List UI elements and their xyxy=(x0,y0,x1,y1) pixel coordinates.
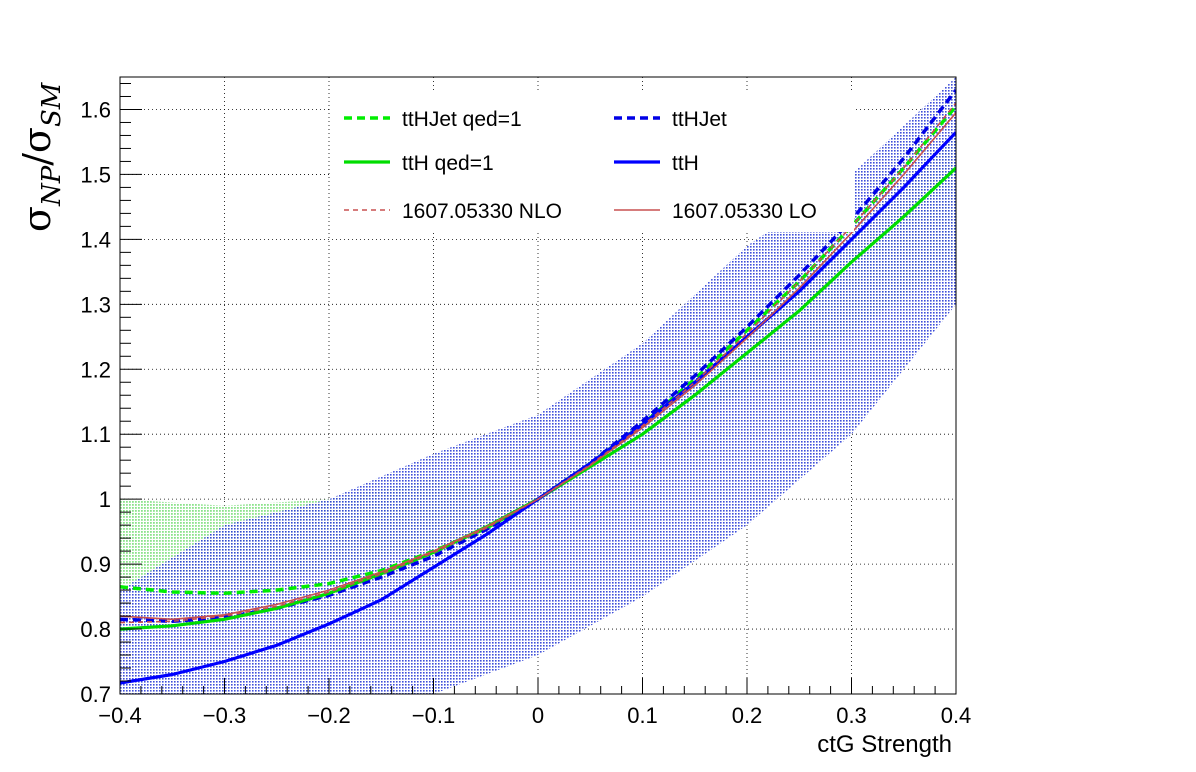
legend-label-3: ttH xyxy=(672,152,699,175)
y-axis-symbol-num: σ xyxy=(15,206,59,232)
x-axis-title: ctG Strength xyxy=(817,731,952,758)
x-tick-label-2: −0.2 xyxy=(307,703,350,728)
legend-label-4: 1607.05330 NLO xyxy=(402,200,562,223)
y-axis-sub-num: NP xyxy=(37,165,67,207)
uncertainty-bands xyxy=(120,77,956,694)
y-tick-labels: 0.7 0.8 0.9 1 1.1 1.2 1.3 1.4 1.5 1.6 xyxy=(80,97,111,707)
y-tick-label-2: 0.9 xyxy=(80,552,111,577)
x-tick-label-5: 0.1 xyxy=(627,703,658,728)
uncertainty-band-1 xyxy=(120,77,956,694)
y-axis-title: σNP/σSM xyxy=(15,81,67,232)
legend-label-5: 1607.05330 LO xyxy=(672,200,817,223)
y-tick-label-6: 1.3 xyxy=(80,292,111,317)
legend-label-1: ttHJet xyxy=(672,108,727,131)
legend-label-2: ttH qed=1 xyxy=(402,152,494,175)
x-tick-label-8: 0.4 xyxy=(941,703,972,728)
x-tick-label-4: 0 xyxy=(532,703,544,728)
y-axis-slash: / xyxy=(15,153,59,166)
axis-ticks xyxy=(119,82,957,695)
x-tick-label-7: 0.3 xyxy=(836,703,867,728)
y-tick-label-9: 1.6 xyxy=(80,97,111,122)
x-tick-label-1: −0.3 xyxy=(203,703,246,728)
y-tick-label-3: 1 xyxy=(99,487,111,512)
x-tick-label-6: 0.2 xyxy=(732,703,763,728)
y-tick-label-0: 0.7 xyxy=(80,682,111,707)
y-axis-symbol-den: σ xyxy=(15,127,59,153)
y-axis-sub-den: SM xyxy=(37,81,67,127)
x-tick-label-0: −0.4 xyxy=(98,703,141,728)
y-tick-label-1: 0.8 xyxy=(80,617,111,642)
y-tick-label-7: 1.4 xyxy=(80,227,111,252)
y-tick-label-4: 1.1 xyxy=(80,422,111,447)
x-tick-label-3: −0.1 xyxy=(412,703,455,728)
y-tick-label-5: 1.2 xyxy=(80,357,111,382)
legend: ttHJet qed=1 ttHJet ttH qed=1 ttH 1607.05330… xyxy=(330,92,854,232)
legend-box xyxy=(330,92,854,232)
series-lines xyxy=(120,88,956,685)
legend-label-0: ttHJet qed=1 xyxy=(402,108,522,131)
x-tick-labels: −0.4 −0.3 −0.2 −0.1 0 0.1 0.2 0.3 0.4 xyxy=(98,703,971,728)
series-line-5 xyxy=(120,112,956,621)
y-tick-label-8: 1.5 xyxy=(80,162,111,187)
